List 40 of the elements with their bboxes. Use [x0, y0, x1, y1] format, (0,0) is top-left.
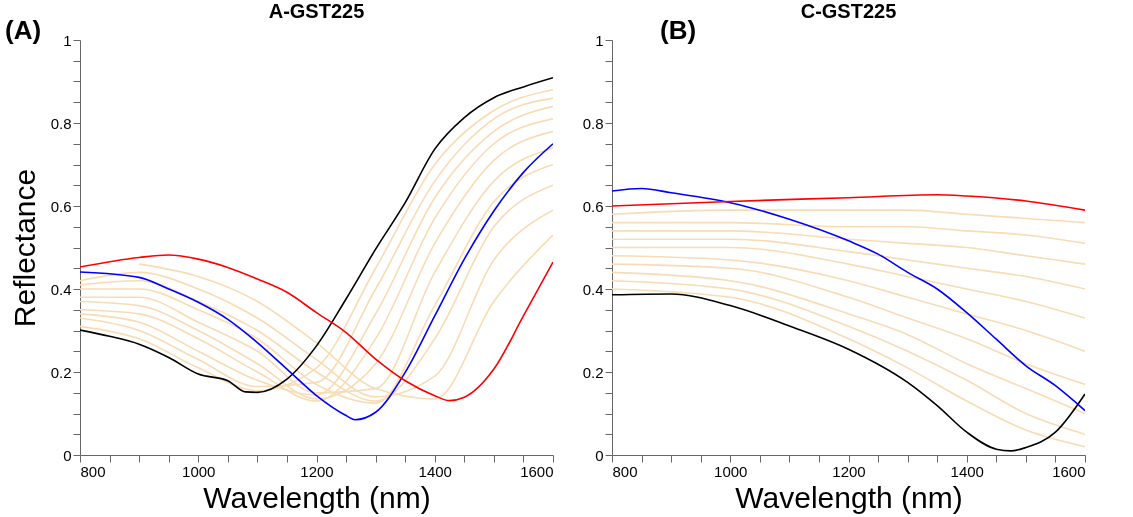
y-axis-title: Reflectance: [7, 168, 41, 328]
x-tick-label: 1200: [300, 462, 334, 480]
line-series: [612, 238, 1085, 290]
x-tick-label: 800: [612, 462, 638, 480]
line-series: [612, 209, 1085, 224]
x-tick-label: 1400: [418, 462, 452, 480]
x-tick-label: 1000: [182, 462, 216, 480]
y-tick-label: 0: [63, 446, 72, 464]
y-tick-label: 0.6: [582, 197, 604, 215]
line-series: [80, 254, 553, 402]
y-tick-label: 0.2: [582, 363, 604, 381]
y-tick-label: 0.8: [582, 114, 604, 132]
line-series: [612, 271, 1085, 415]
y-tick-label: 0.4: [582, 280, 604, 298]
x-axis-title: Wavelength (nm): [203, 480, 431, 514]
y-tick-label: 0.6: [50, 197, 72, 215]
line-series: [612, 187, 1085, 412]
x-axis-title: Wavelength (nm): [735, 480, 963, 514]
chart-title: C-GST225: [800, 0, 897, 22]
y-tick-label: 0.8: [50, 114, 72, 132]
y-tick-label: 0.2: [50, 363, 72, 381]
line-series: [612, 230, 1085, 265]
text: (A): [5, 15, 42, 45]
x-tick-label: 1000: [714, 462, 748, 480]
line-series: [612, 194, 1085, 211]
line-series: [612, 255, 1085, 353]
y-tick-label: 0: [595, 446, 604, 464]
line-series: [612, 221, 1085, 245]
x-tick-label: 1600: [1052, 462, 1086, 480]
x-tick-label: 1200: [832, 462, 866, 480]
x-tick-label: 1400: [950, 462, 984, 480]
line-series: [612, 263, 1085, 386]
y-tick-label: 1: [63, 31, 72, 49]
annotation: (B): [660, 15, 697, 45]
y-tick-label: 1: [595, 31, 604, 49]
x-tick-label: 800: [80, 462, 106, 480]
y-tick-label: 0.4: [50, 280, 72, 298]
x-tick-label: 1600: [520, 462, 554, 480]
chart-title: A-GST225: [268, 0, 365, 22]
line-series: [612, 246, 1085, 319]
